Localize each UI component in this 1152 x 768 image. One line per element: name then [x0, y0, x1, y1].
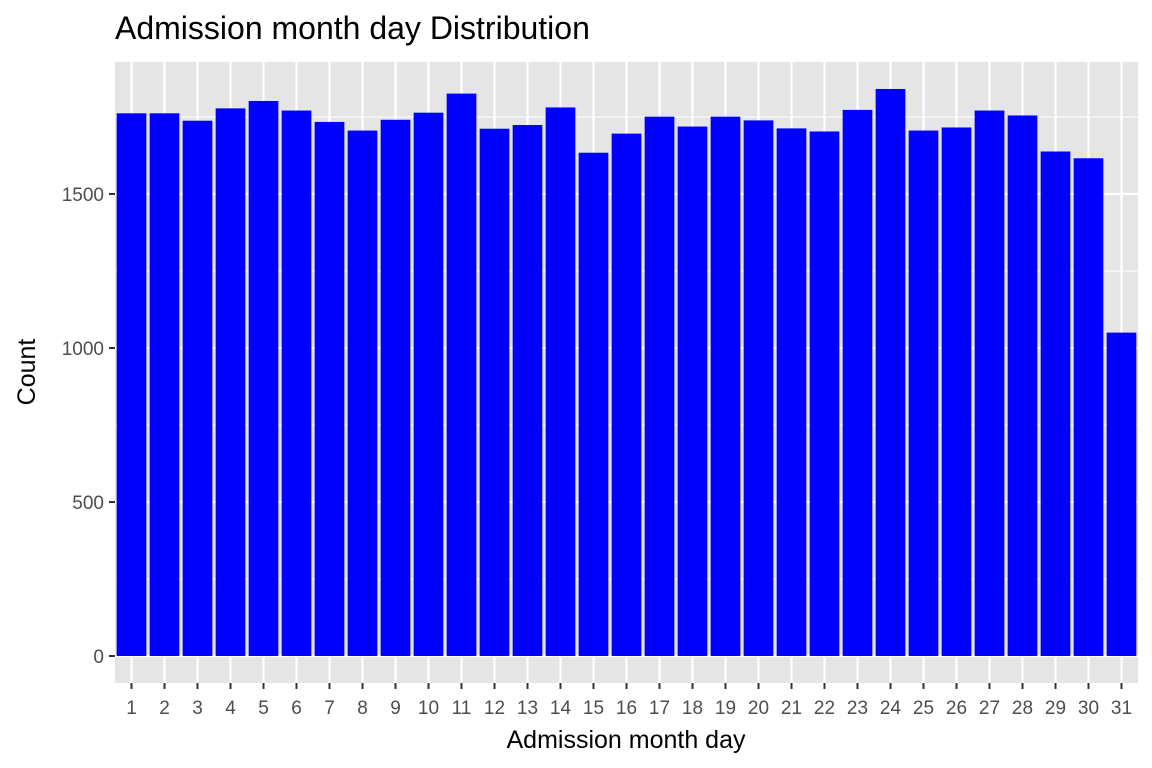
x-tick-label: 2: [159, 698, 170, 719]
bar: [578, 152, 609, 656]
x-tick-label: 6: [291, 698, 302, 719]
x-tick-label: 27: [979, 698, 1000, 719]
bar: [941, 127, 972, 657]
x-tick-label: 23: [847, 698, 868, 719]
bar: [1073, 158, 1104, 656]
bar: [875, 88, 906, 657]
y-axis-title: Count: [13, 339, 41, 406]
x-tick-label: 29: [1045, 698, 1066, 719]
y-tick-label: 500: [72, 493, 104, 514]
bar: [314, 121, 345, 657]
x-axis-title: Admission month day: [506, 726, 746, 754]
bar: [611, 133, 642, 656]
x-tick-label: 12: [484, 698, 505, 719]
bar: [347, 130, 378, 656]
bar: [809, 131, 840, 656]
x-tick-label: 22: [814, 698, 835, 719]
x-tick-label: 10: [418, 698, 439, 719]
bar: [677, 126, 708, 657]
x-axis: 1 2 3 4 5 6 7 8 9 10 11 12 13 14 15 16 17 18 19 20 21 22 23 24 2…: [126, 683, 1132, 719]
x-tick-label: 26: [946, 698, 967, 719]
bar: [710, 116, 741, 656]
bar: [116, 113, 147, 656]
x-tick-label: 14: [550, 698, 572, 719]
bar: [743, 120, 774, 656]
bar: [974, 110, 1005, 657]
chart-title: Admission month day Distribution: [115, 10, 590, 46]
y-axis: 0 500 1000 1500: [62, 185, 115, 668]
x-tick-label: 17: [649, 698, 670, 719]
bar: [413, 112, 444, 657]
x-tick-label: 4: [225, 698, 236, 719]
bar: [776, 128, 807, 656]
x-tick-label: 9: [390, 698, 401, 719]
bar: [1007, 115, 1038, 656]
x-tick-label: 8: [357, 698, 368, 719]
x-tick-label: 5: [258, 698, 269, 719]
x-tick-label: 21: [781, 698, 802, 719]
x-tick-label: 19: [715, 698, 736, 719]
x-tick-label: 15: [583, 698, 604, 719]
bar: [545, 107, 576, 656]
bar: [908, 130, 939, 656]
bar: [215, 108, 246, 657]
y-tick-label: 1000: [62, 339, 104, 360]
x-tick-label: 13: [517, 698, 538, 719]
bar: [512, 125, 543, 657]
y-tick-label: 1500: [62, 185, 104, 206]
y-tick-label: 0: [93, 647, 104, 668]
x-tick-label: 30: [1078, 698, 1099, 719]
x-tick-label: 24: [880, 698, 902, 719]
x-tick-label: 3: [192, 698, 203, 719]
x-tick-label: 11: [452, 698, 472, 719]
bar: [1040, 151, 1071, 656]
bar: [842, 109, 873, 656]
x-tick-label: 28: [1012, 698, 1033, 719]
x-tick-label: 31: [1111, 698, 1132, 719]
bar: [149, 113, 180, 656]
bar: [248, 100, 279, 656]
x-tick-label: 18: [682, 698, 703, 719]
bars: [116, 88, 1137, 657]
x-tick-label: 16: [616, 698, 637, 719]
x-tick-label: 20: [748, 698, 769, 719]
x-tick-label: 7: [324, 698, 335, 719]
bar: [479, 128, 510, 657]
bar: [1106, 332, 1137, 656]
x-tick-label: 1: [126, 698, 137, 719]
bar: [182, 120, 213, 657]
bar: [446, 93, 477, 657]
bar: [644, 116, 675, 656]
bar: [380, 119, 411, 657]
bar: [281, 110, 312, 657]
x-tick-label: 25: [913, 698, 934, 719]
